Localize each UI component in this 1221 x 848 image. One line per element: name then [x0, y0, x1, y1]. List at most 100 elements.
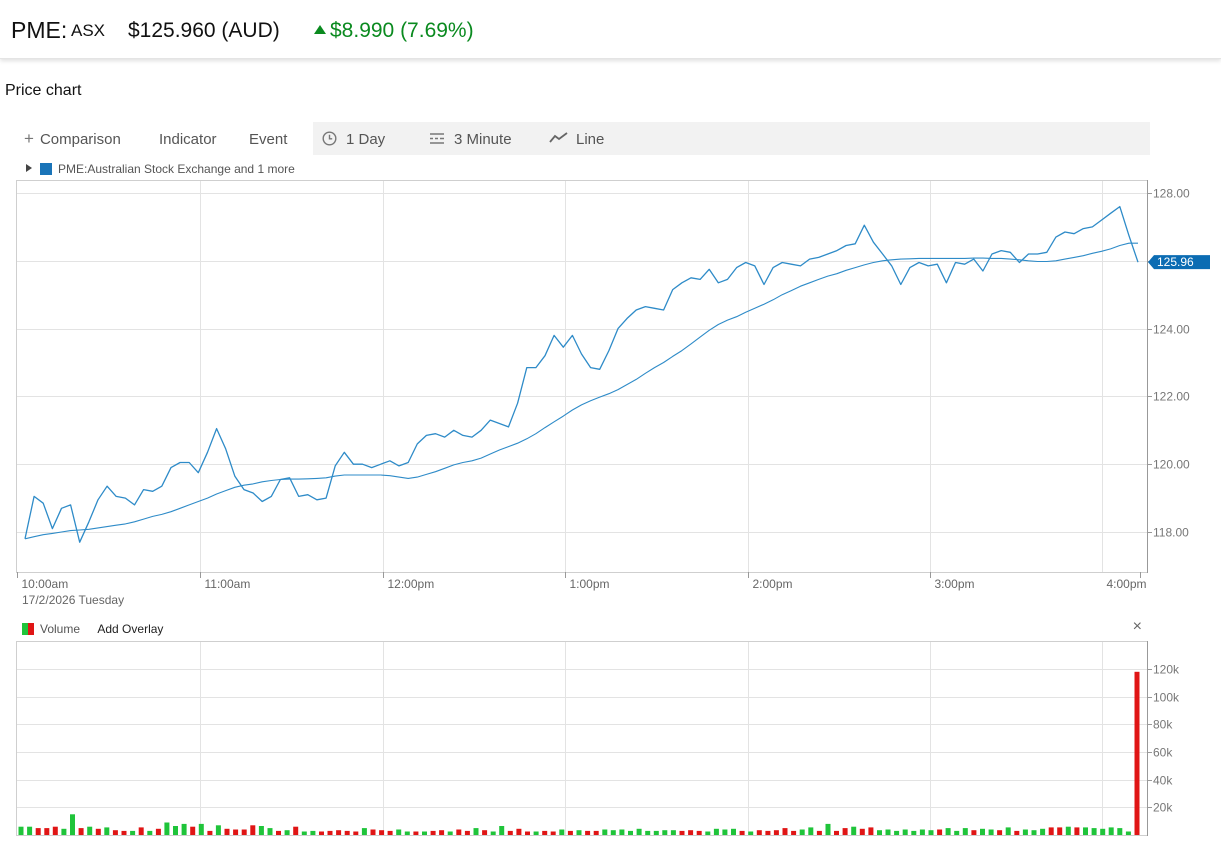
line-chart-icon [549, 132, 568, 143]
volume-bar [610, 830, 616, 835]
volume-bar [1040, 828, 1046, 835]
range-button[interactable]: 1 Day [322, 131, 385, 148]
volume-bar [379, 830, 385, 835]
price-change-value: $8.990 (7.69%) [330, 19, 474, 42]
up-arrow-icon [314, 25, 326, 34]
price-y-tick-label: 120.00 [1153, 458, 1190, 472]
volume-bar [628, 830, 633, 835]
event-label: Event [249, 131, 288, 148]
volume-bar [121, 830, 127, 835]
event-button[interactable]: Event [249, 131, 287, 148]
volume-label: Volume [40, 622, 81, 636]
volume-bar [1065, 826, 1071, 835]
exchange-code: ASX [71, 21, 106, 40]
volume-y-axis: 20k 40k 60k 80k 100k 120k [1147, 663, 1180, 815]
volume-bar [928, 830, 934, 835]
volume-bar [1108, 827, 1114, 835]
volume-bar [336, 830, 342, 835]
volume-bar [885, 829, 891, 835]
price-panel-frame [16, 180, 1148, 573]
comparison-button[interactable]: + Comparison [24, 130, 121, 148]
volume-bar [1048, 827, 1054, 835]
time-tick-label: 1:00pm [570, 577, 610, 591]
volume-bar [155, 828, 161, 835]
time-tick-label: 3:00pm [935, 577, 975, 591]
volume-bar [791, 830, 797, 835]
volume-bar [894, 830, 900, 835]
volume-bar [851, 826, 857, 835]
volume-bar [670, 830, 676, 835]
volume-bar [430, 830, 436, 835]
series-legend[interactable]: PME:Australian Stock Exchange and 1 more [26, 161, 295, 177]
volume-bar [705, 831, 711, 835]
volume-bar [1074, 827, 1080, 835]
volume-bar [147, 830, 153, 835]
expand-arrow-icon[interactable] [26, 164, 32, 172]
price-y-tick-label: 124.00 [1153, 323, 1190, 337]
volume-bar [1057, 827, 1063, 835]
volume-bar [404, 831, 410, 835]
volume-bar [748, 831, 754, 835]
volume-bar [696, 830, 702, 835]
time-tick-label: 10:00am [22, 577, 69, 591]
volume-bar [370, 829, 376, 835]
volume-bar [971, 830, 977, 835]
volume-bar [27, 826, 33, 835]
volume-bar [112, 830, 118, 835]
comparison-line [24, 242, 1138, 540]
price-line [24, 205, 1139, 543]
volume-bar [765, 830, 771, 835]
toolbar-settings-bg [313, 122, 1150, 155]
volume-bar [353, 831, 359, 835]
volume-bar [215, 825, 221, 835]
volume-y-tick-label: 60k [1153, 746, 1173, 760]
volume-color-icon [22, 623, 34, 635]
volume-panel-frame [16, 641, 1148, 836]
volume-bar [662, 830, 668, 835]
volume-bar [387, 830, 393, 835]
volume-bar [722, 829, 728, 835]
volume-bar [816, 830, 822, 835]
series-color-swatch [40, 163, 52, 175]
volume-bar [808, 827, 814, 835]
time-axis: 10:00am 11:00am 12:00pm 1:00pm 2:00pm 3:00pm 4… [17, 572, 1147, 591]
volume-bar [44, 828, 50, 835]
volume-bar [310, 830, 316, 835]
quote-header: PME: ASX $125.960 (AUD) $8.990 (7.69%) [0, 0, 1221, 59]
volume-bar [276, 830, 281, 835]
volume-bar [224, 828, 230, 835]
volume-y-tick-label: 120k [1153, 663, 1180, 677]
volume-bar [319, 831, 324, 835]
volume-bar [18, 826, 24, 835]
price-series-group [24, 205, 1139, 543]
volume-bar [241, 829, 247, 835]
volume-bar [138, 827, 144, 835]
volume-bar [1031, 830, 1037, 835]
chart-type-button[interactable]: Line [549, 131, 604, 148]
volume-bar [490, 831, 496, 835]
price-y-tick-label: 128.00 [1153, 187, 1190, 201]
volume-bar [61, 828, 67, 835]
close-volume-panel-icon[interactable]: × [1132, 618, 1142, 635]
volume-bar [198, 823, 204, 835]
volume-bar [267, 828, 273, 835]
indicator-button[interactable]: Indicator [159, 131, 217, 148]
volume-bar [954, 830, 960, 835]
volume-bar [87, 826, 93, 835]
volume-panel-header: Volume Add Overlay × [22, 618, 1150, 637]
clock-icon [322, 131, 337, 146]
volume-bar [293, 826, 299, 835]
volume-bar [645, 830, 651, 835]
add-overlay-button[interactable]: Add Overlay [97, 622, 164, 636]
volume-bar [464, 830, 470, 835]
volume-bar [104, 827, 110, 835]
volume-bar [542, 830, 548, 835]
current-price: $125.960 (AUD) [128, 19, 280, 42]
series-legend-label: PME:Australian Stock Exchange and 1 more [58, 162, 295, 176]
volume-bar [1083, 827, 1088, 835]
time-tick-label: 12:00pm [388, 577, 435, 591]
interval-button[interactable]: 3 Minute [429, 131, 512, 148]
volume-bar [713, 828, 719, 835]
